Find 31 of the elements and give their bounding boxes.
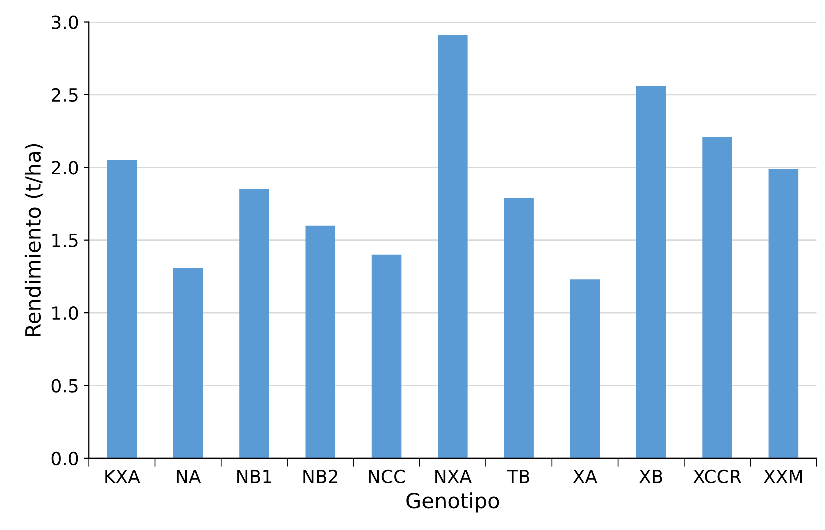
y-tick-label: 2.5: [52, 88, 78, 102]
y-tick-label: 0.0: [52, 452, 78, 466]
bar: [636, 86, 666, 458]
x-tick-label: XB: [640, 470, 662, 484]
bar: [173, 268, 204, 458]
x-tick-label: XXM: [764, 470, 802, 484]
bar: [372, 254, 402, 458]
x-tick-label: NB2: [304, 470, 338, 484]
bar: [570, 280, 600, 458]
bar: [504, 198, 534, 458]
bar: [702, 137, 732, 458]
x-tick-label: XA: [573, 470, 598, 484]
x-tick-label: TB: [507, 470, 530, 484]
x-tick-label: NA: [177, 470, 202, 484]
y-tick-label: 1.0: [52, 306, 78, 320]
bar: [306, 226, 336, 458]
x-tick-label: KXA: [106, 470, 140, 484]
x-tick-label: XCCR: [694, 470, 742, 484]
x-tick-label: NXA: [436, 470, 472, 484]
bar: [438, 35, 468, 458]
x-tick-label: NB1: [238, 470, 272, 484]
bar: [768, 169, 799, 458]
y-tick-label: 2.0: [52, 161, 78, 175]
x-tick-label: NCC: [369, 470, 406, 484]
bar: [107, 160, 138, 458]
y-tick-label: 0.5: [52, 379, 78, 393]
y-tick-label: 3.0: [52, 16, 78, 30]
x-axis-title: Genotipo: [406, 492, 500, 513]
y-tick-label: 1.5: [52, 234, 78, 248]
bar: [240, 189, 270, 458]
y-axis-title: Rendimiento (t/ha): [24, 144, 44, 336]
